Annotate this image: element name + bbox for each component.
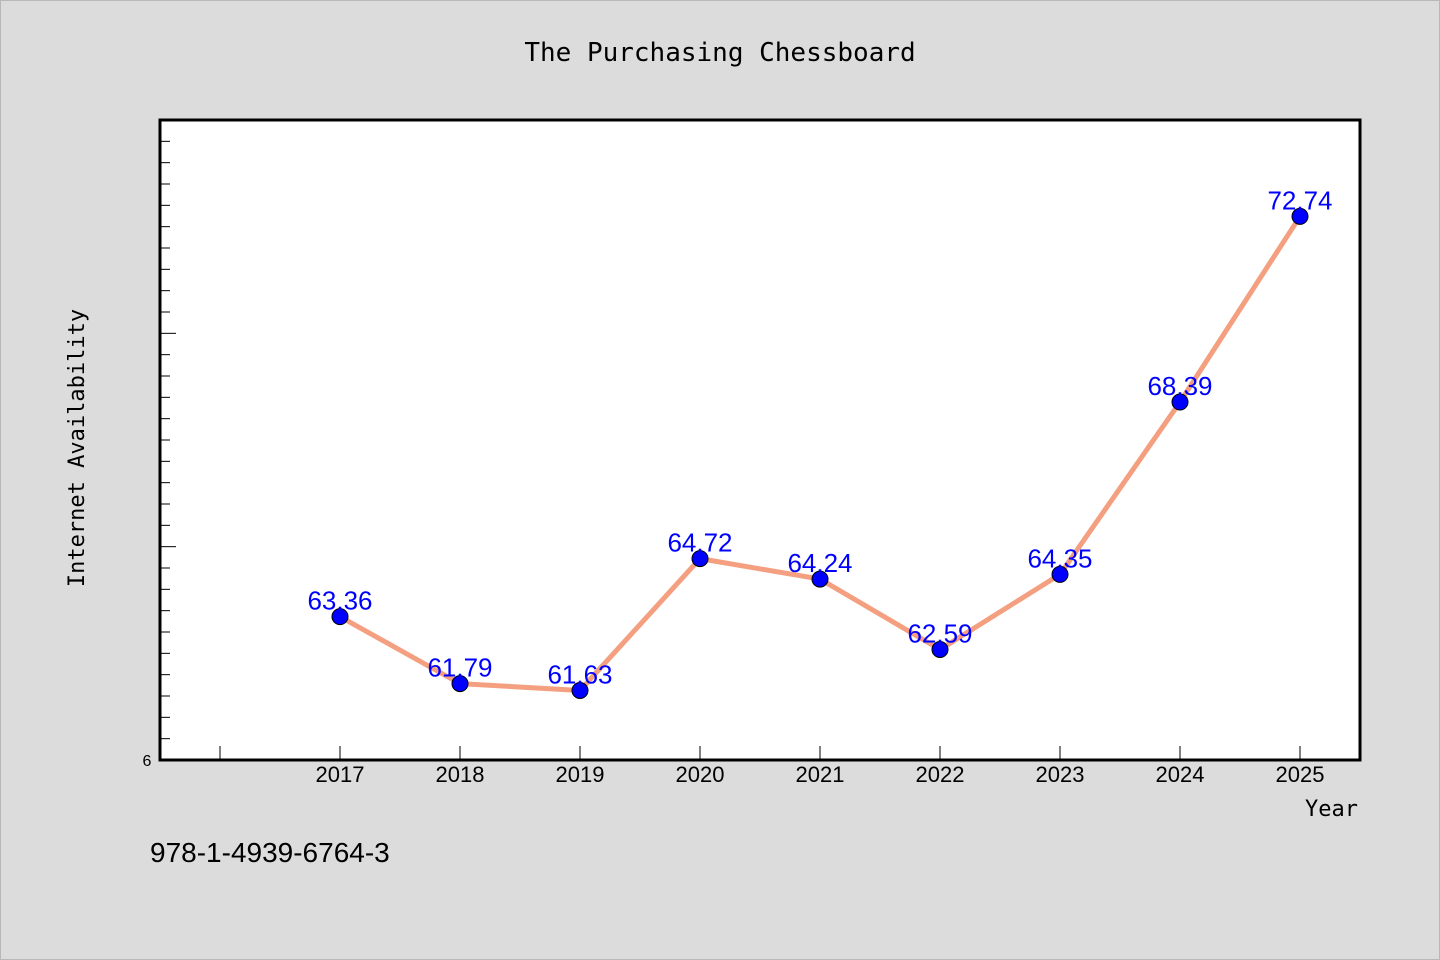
isbn-text: 978-1-4939-6764-3 — [150, 837, 390, 868]
data-point — [931, 640, 949, 658]
data-label: 61.79 — [427, 653, 492, 683]
data-point — [1051, 565, 1069, 583]
x-tick-label: 2020 — [676, 762, 725, 787]
data-label: 68.39 — [1147, 371, 1212, 401]
data-point — [1291, 207, 1309, 225]
x-tick-label: 2021 — [796, 762, 845, 787]
data-point — [571, 681, 589, 699]
x-tick-label: 2023 — [1036, 762, 1085, 787]
data-label: 72.74 — [1267, 185, 1332, 215]
data-point — [451, 675, 469, 693]
data-label: 64.24 — [787, 548, 852, 578]
x-tick-label: 2024 — [1156, 762, 1205, 787]
data-point — [691, 550, 709, 568]
x-tick-label: 2019 — [556, 762, 605, 787]
x-tick-label: 2022 — [916, 762, 965, 787]
data-labels: 63.36 61.79 61.63 64.72 64.24 62.59 64.35 68.39… — [307, 185, 1332, 689]
data-label: 61.63 — [547, 659, 612, 689]
x-tick-label: 2017 — [316, 762, 365, 787]
x-axis-ticks: 2017 2018 2019 2020 2021 2022 2023 2024 2025 — [219, 746, 1325, 787]
x-tick-label: 2018 — [436, 762, 485, 787]
y-axis-label: Internet Availability — [65, 309, 90, 587]
chart-title: The Purchasing Chessboard — [524, 38, 915, 68]
data-label: 62.59 — [907, 618, 972, 648]
y-axis-min-label: 6 — [143, 753, 152, 770]
data-label: 64.35 — [1027, 543, 1092, 573]
data-point — [811, 570, 829, 588]
x-axis-label: Year — [1305, 797, 1358, 822]
data-label: 63.36 — [307, 586, 372, 616]
data-label: 64.72 — [667, 528, 732, 558]
x-tick-label: 2025 — [1276, 762, 1325, 787]
plot-area — [158, 118, 1362, 762]
data-point — [331, 608, 349, 626]
series-markers — [331, 207, 1309, 699]
data-point — [1171, 393, 1189, 411]
y-axis-ticks — [160, 140, 176, 740]
